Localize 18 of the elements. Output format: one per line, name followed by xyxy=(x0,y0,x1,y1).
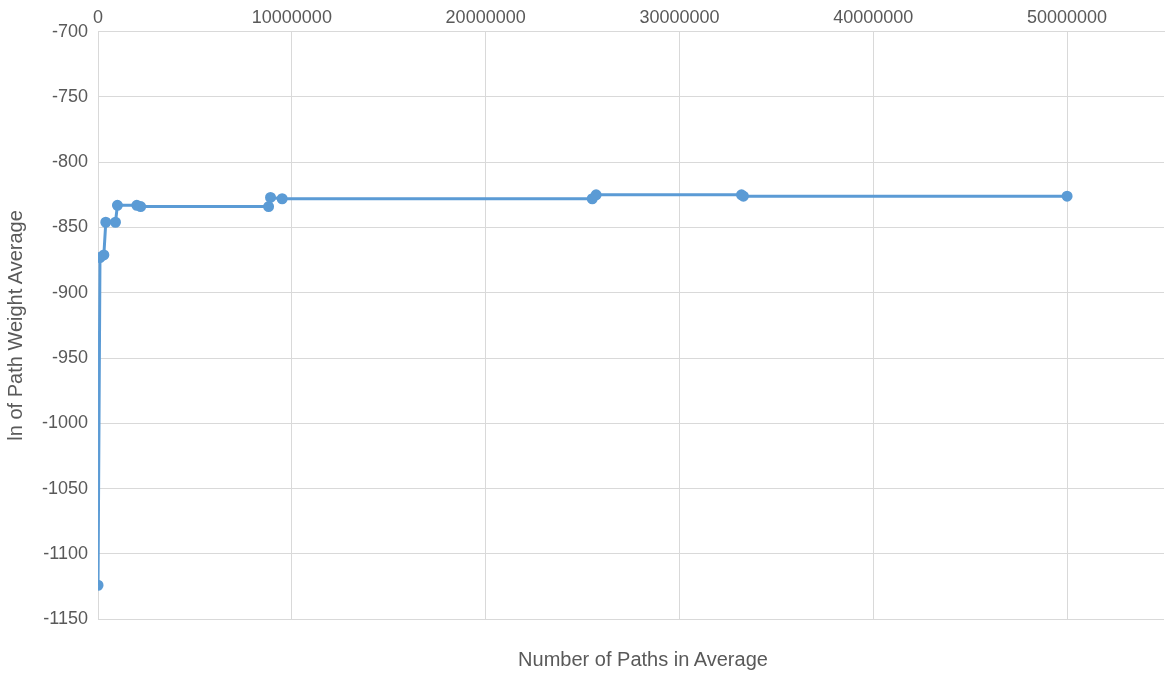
x-tick-label: 20000000 xyxy=(445,6,526,27)
x-tick-label: 0 xyxy=(93,6,104,27)
x-tick-label: 30000000 xyxy=(639,6,720,27)
y-tick-label: -800 xyxy=(52,151,89,172)
y-tick-label: -850 xyxy=(52,216,89,237)
y-tick-label: -700 xyxy=(52,20,89,41)
x-tick-label: 10000000 xyxy=(251,6,332,27)
x-tick-label: 50000000 xyxy=(1027,6,1108,27)
y-tick-label: -1050 xyxy=(41,477,89,498)
y-axis-title: ln of Path Weight Average xyxy=(3,210,26,441)
y-tick-label: -750 xyxy=(52,85,89,106)
x-tick-label: 40000000 xyxy=(833,6,914,27)
x-axis-title: Number of Paths in Average xyxy=(517,648,769,671)
y-tick-label: -1100 xyxy=(43,542,89,563)
y-tick-label: -1150 xyxy=(43,608,89,629)
y-tick-label: -1000 xyxy=(41,412,89,433)
y-tick-label: -900 xyxy=(52,281,89,302)
y-tick-label: -950 xyxy=(52,347,89,368)
